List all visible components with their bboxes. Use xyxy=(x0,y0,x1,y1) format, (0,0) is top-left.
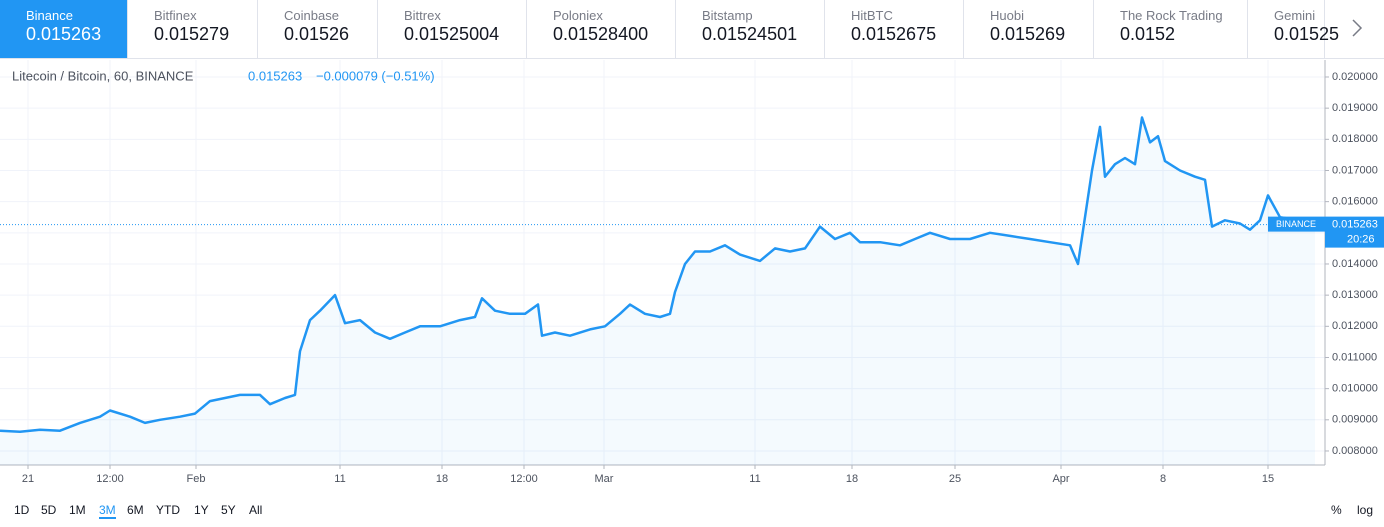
x-tick-label: 15 xyxy=(1262,473,1274,485)
timeframe-button[interactable]: 1M xyxy=(69,503,86,517)
exchange-name: The Rock Trading xyxy=(1120,8,1223,23)
y-tick-label: 0.008000 xyxy=(1332,445,1378,457)
y-tick-label: 0.017000 xyxy=(1332,164,1378,176)
timeframe-button[interactable]: 5Y xyxy=(221,503,236,517)
exchange-name: Coinbase xyxy=(284,8,339,23)
y-tick-label: 0.020000 xyxy=(1332,71,1378,83)
last-price-bg xyxy=(1325,216,1384,248)
exchange-price: 0.015263 xyxy=(26,24,102,44)
last-label-bg xyxy=(1268,216,1325,232)
exchange-tab[interactable]: HitBTC 0.0152675 xyxy=(825,0,964,58)
timeframe-button[interactable]: 1Y xyxy=(194,503,209,517)
exchange-tab[interactable]: Bitfinex 0.015279 xyxy=(128,0,258,58)
y-tick-label: 0.018000 xyxy=(1332,133,1378,145)
exchange-name: Bitfinex xyxy=(154,8,197,23)
exchange-price: 0.01525004 xyxy=(404,24,500,44)
y-tick-label: 0.019000 xyxy=(1332,102,1378,114)
exchange-name: HitBTC xyxy=(851,8,893,23)
exchange-name: Poloniex xyxy=(553,8,603,23)
exchange-price: 0.015279 xyxy=(154,24,230,44)
timeframe-button[interactable]: 5D xyxy=(41,503,57,517)
price-line xyxy=(0,116,1316,433)
timeframe-bar: 1D 5D 1M 3M 6M YTD 1Y 5Y All% log xyxy=(0,497,1384,527)
timeframe-button[interactable]: 6M xyxy=(127,503,144,517)
x-tick-label: 11 xyxy=(334,473,345,485)
exchange-price: 0.015269 xyxy=(990,24,1066,44)
exchange-tab[interactable]: Coinbase 0.01526 xyxy=(258,0,378,58)
x-tick-label: Apr xyxy=(1052,473,1069,485)
countdown: 20:26 xyxy=(1347,234,1375,246)
header-price: 0.015263 xyxy=(248,68,302,83)
y-tick-label: 0.011000 xyxy=(1332,351,1377,363)
x-tick-label: Feb xyxy=(187,473,206,485)
x-tick-label: 11 xyxy=(749,473,760,485)
exchange-tab[interactable]: Gemini 0.01525 xyxy=(1248,0,1339,58)
exchange-name: Bitstamp xyxy=(702,8,753,23)
chart-title: Litecoin / Bitcoin, 60, BINANCE xyxy=(12,68,194,83)
exchange-price: 0.01525 xyxy=(1274,24,1340,44)
y-tick-label: 0.010000 xyxy=(1332,383,1378,395)
timeframe-button[interactable]: YTD xyxy=(156,503,180,517)
exchange-tab[interactable]: Huobi 0.015269 xyxy=(964,0,1094,58)
exchange-name: Huobi xyxy=(990,8,1024,23)
next-arrow[interactable] xyxy=(1350,18,1364,38)
x-tick-label: 21 xyxy=(22,473,34,485)
scale-option[interactable]: log xyxy=(1357,503,1374,517)
exchange-price: 0.01528400 xyxy=(553,24,649,44)
timeframe-button[interactable]: 1D xyxy=(14,503,30,517)
timeframe-button[interactable]: All xyxy=(249,503,263,517)
y-tick-label: 0.009000 xyxy=(1332,414,1378,426)
exchange-tab[interactable]: Binance 0.015263 xyxy=(0,0,128,58)
exchange-tab[interactable]: Poloniex 0.01528400 xyxy=(527,0,676,58)
x-tick-label: 18 xyxy=(436,473,448,485)
timeframe-button[interactable]: 3M xyxy=(99,503,116,519)
scale-option[interactable]: % xyxy=(1331,503,1342,517)
chart: 0.008000 0.009000 0.010000 0.011000 0.012000… xyxy=(0,60,1384,485)
last-price-label: 0.015263 xyxy=(1332,219,1378,231)
y-tick-label: 0.012000 xyxy=(1332,320,1378,332)
exchange-name: Gemini xyxy=(1274,8,1316,23)
exchange-price: 0.0152675 xyxy=(851,24,937,44)
exchange-price: 0.0152 xyxy=(1120,24,1176,44)
exchange-tab[interactable]: Bittrex 0.01525004 xyxy=(378,0,527,58)
last-label: BINANCE xyxy=(1276,219,1316,229)
exchange-tabs: Binance 0.015263 Bitfinex 0.015279 Coinbase 0… xyxy=(0,0,1384,59)
area-fill xyxy=(0,117,1315,465)
x-tick-label: Mar xyxy=(595,473,614,485)
exchange-name: Binance xyxy=(26,8,73,23)
exchange-tab[interactable]: Bitstamp 0.01524501 xyxy=(676,0,825,58)
x-tick-label: 8 xyxy=(1160,473,1166,485)
y-tick-label: 0.013000 xyxy=(1332,289,1378,301)
exchange-name: Bittrex xyxy=(404,8,441,23)
x-tick-label: 12:00 xyxy=(510,473,538,485)
y-tick-label: 0.016000 xyxy=(1332,196,1378,208)
x-tick-label: 18 xyxy=(846,473,858,485)
exchange-price: 0.01524501 xyxy=(702,24,798,44)
header-change: −0.000079 (−0.51%) xyxy=(316,68,435,83)
y-tick-label: 0.014000 xyxy=(1332,258,1378,270)
x-tick-label: 25 xyxy=(949,473,961,485)
exchange-price: 0.01526 xyxy=(284,24,350,44)
exchange-tab[interactable]: The Rock Trading 0.0152 xyxy=(1094,0,1248,58)
x-tick-label: 12:00 xyxy=(96,473,124,485)
